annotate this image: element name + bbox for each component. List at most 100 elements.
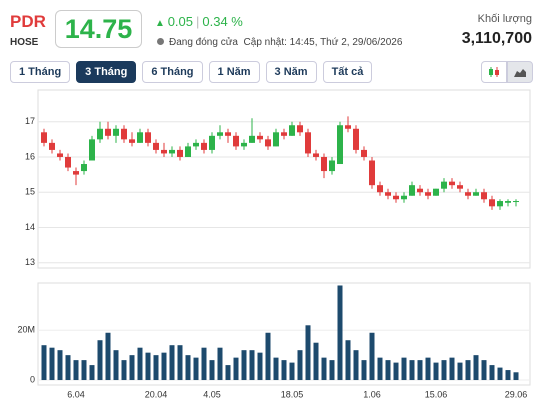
volume-bar (273, 357, 279, 381)
volume-bar (121, 360, 127, 381)
volume-bar (353, 350, 359, 381)
candle-body (113, 128, 119, 136)
volume-bar (497, 367, 503, 381)
candle-body (449, 181, 455, 186)
volume-bar (345, 340, 351, 381)
candle-body (393, 195, 399, 200)
price-panel (37, 89, 531, 269)
status-dot (157, 38, 164, 45)
range-button[interactable]: 3 Năm (265, 61, 317, 83)
volume-bar (505, 370, 511, 381)
volume-bar (65, 355, 71, 381)
candle-body (433, 188, 439, 196)
candle-body (425, 192, 431, 196)
volume-panel (37, 282, 531, 386)
volume-bar (113, 350, 119, 381)
candle-body (297, 125, 303, 133)
volume-bar (417, 360, 423, 381)
range-button[interactable]: Tất cả (322, 61, 373, 83)
candle-button[interactable] (481, 61, 507, 83)
volume-bar (257, 352, 263, 381)
y-tick-label: 14 (25, 222, 35, 232)
up-arrow: ▲ (155, 18, 168, 29)
candle-body (225, 132, 231, 136)
candle-body (249, 135, 255, 143)
volume-bar (217, 347, 223, 381)
volume-bar (249, 350, 255, 381)
volume-bar (185, 355, 191, 381)
range-button[interactable]: 1 Năm (208, 61, 260, 83)
volume-bar (41, 345, 47, 381)
candle-body (273, 132, 279, 147)
volume-bar (177, 345, 183, 381)
volume-bar (409, 360, 415, 381)
volume-bar (129, 355, 135, 381)
volume-bar (137, 347, 143, 381)
range-button[interactable]: 3 Tháng (76, 61, 137, 83)
status-line: Đang đóng cửa Cập nhật: 14:45, Thứ 2, 29… (157, 37, 402, 48)
candle-body (321, 156, 327, 172)
area-button[interactable] (507, 61, 533, 83)
candle-body (209, 135, 215, 150)
candle-body (153, 142, 159, 150)
separator: | (196, 14, 200, 29)
volume-bar (161, 352, 167, 381)
candle-body (265, 139, 271, 147)
range-button[interactable]: 6 Tháng (142, 61, 203, 83)
volume-bar (361, 360, 367, 381)
volume-bar (305, 325, 311, 381)
volume-bar (425, 357, 431, 381)
candle-body (385, 192, 391, 196)
y-tick-label: 15 (25, 187, 35, 197)
candle-body (41, 132, 47, 143)
candle-body (185, 146, 191, 157)
volume-bar (393, 362, 399, 381)
change: ▲ 0.05 | 0.34 % (155, 14, 243, 29)
volume-bar (169, 345, 175, 381)
candle-body (177, 149, 183, 157)
candle-body (89, 139, 95, 161)
volume-bar (105, 332, 111, 381)
candle-body (377, 185, 383, 193)
candle-body (129, 139, 135, 143)
volume-bar (481, 360, 487, 381)
volume-bar (225, 365, 231, 381)
volume-bar (73, 360, 79, 381)
updated: Cập nhật: 14:45, Thứ 2, 29/06/2026 (243, 37, 403, 48)
candle-body (65, 156, 71, 168)
volume-bar (233, 357, 239, 381)
x-tick-label: 6.04 (67, 389, 85, 399)
volume-bar (281, 360, 287, 381)
candle-body (57, 153, 63, 157)
volume-bar (369, 332, 375, 381)
candle-body (409, 185, 415, 196)
y-tick-label: 0 (30, 374, 35, 384)
volume-bar (289, 362, 295, 381)
candle-body (257, 135, 263, 140)
candle-body (497, 201, 503, 207)
y-tick-label: 16 (25, 151, 35, 161)
volume-bar (401, 357, 407, 381)
volume-bar (241, 350, 247, 381)
candle-body (505, 201, 511, 203)
candle-body (49, 142, 55, 150)
candle-body (313, 153, 319, 157)
candle-body (473, 192, 479, 196)
candle-body (329, 160, 335, 172)
x-tick-label: 29.06 (505, 389, 528, 399)
candle-body (465, 192, 471, 196)
volume-bar (153, 355, 159, 381)
y-tick-label: 20M (17, 325, 35, 335)
range-button[interactable]: 1 Tháng (10, 61, 71, 83)
candle-body (361, 149, 367, 157)
candle-body (169, 149, 175, 154)
x-tick-label: 20.04 (145, 389, 168, 399)
change-value: 0.05 (167, 14, 193, 29)
status: Đang đóng cửa (169, 37, 238, 48)
y-tick-label: 13 (25, 257, 35, 267)
candle-body (513, 201, 519, 203)
exchange: HOSE (10, 37, 39, 48)
candle-body (401, 195, 407, 200)
range-buttons: 1 Tháng 3 Tháng 6 Tháng 1 Năm 3 Năm Tất cả (10, 61, 373, 83)
